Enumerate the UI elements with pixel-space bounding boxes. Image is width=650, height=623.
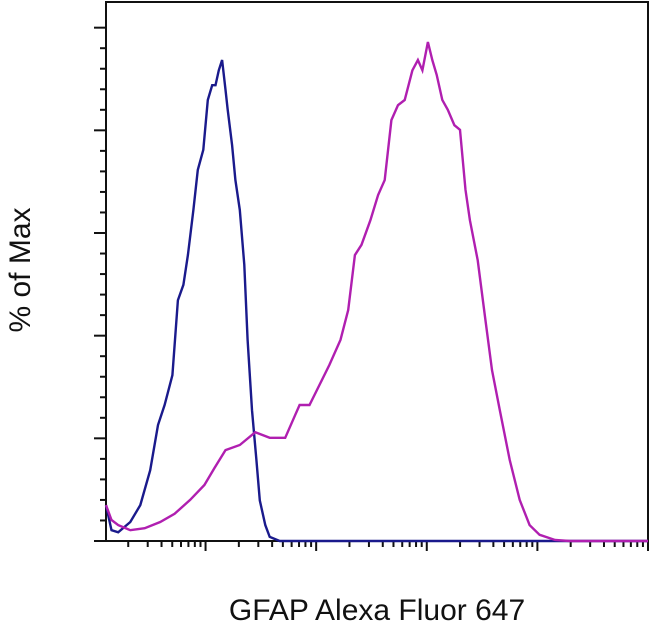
plot-frame <box>105 1 649 542</box>
y-axis-label: % of Max <box>4 207 37 332</box>
x-axis-label: GFAP Alexa Fluor 647 <box>229 594 525 623</box>
histogram-line <box>104 59 648 543</box>
histogram-line <box>104 41 648 543</box>
